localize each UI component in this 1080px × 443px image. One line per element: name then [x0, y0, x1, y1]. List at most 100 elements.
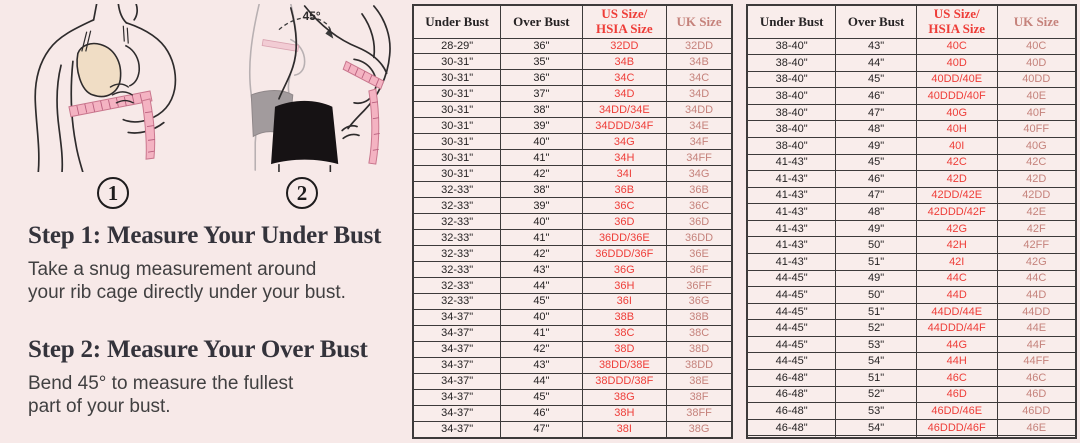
size-row: 38-40" 43" 40C 40C — [746, 37, 1077, 56]
size-row: 41-43" 51" 42I 42G — [746, 253, 1077, 271]
size-row: 30-31" 36" 34C 34C — [412, 69, 733, 87]
size-cell: 42I — [915, 253, 998, 271]
size-cell: 34G — [666, 165, 733, 183]
size-cell: 40C — [915, 37, 998, 56]
size-cell: 44-45" — [746, 286, 837, 304]
size-row: 38-40" 45" 40DD/40E 40DD — [746, 70, 1077, 89]
size-cell: 38-40" — [746, 54, 837, 72]
size-cell: 38B — [666, 308, 733, 326]
size-cell: 40G — [996, 136, 1077, 155]
size-cell: 34FF — [666, 149, 733, 167]
size-cell: 46-48" — [746, 369, 837, 387]
size-cell: 44F — [996, 335, 1077, 354]
size-cell: 34-37" — [412, 308, 502, 326]
size-cell: 36G — [581, 261, 668, 279]
ghost-tape — [261, 39, 300, 52]
size-cell: 40I — [915, 136, 998, 155]
size-cell: 34-37" — [412, 372, 502, 390]
size-cell: 38H — [581, 404, 668, 422]
size-row: 34-37" 42" 38D 38D — [412, 340, 733, 358]
size-cell: 50" — [835, 236, 917, 255]
size-cell: 38-40" — [746, 87, 837, 105]
size-cell: 36FF — [666, 277, 733, 294]
size-cell: 38-40" — [746, 70, 837, 89]
step1-heading: Step 1: Measure Your Under Bust — [28, 222, 382, 249]
size-chart-table: Under Bust Over Bust US Size/HSIA Size UK S… — [412, 4, 733, 439]
size-row: 44-45" 53" 44G 44F — [746, 335, 1077, 354]
size-cell: 32-33" — [412, 181, 502, 199]
size-cell: 34C — [581, 69, 668, 87]
size-cell: 46-48" — [746, 385, 837, 404]
size-cell: 36D — [666, 213, 733, 231]
size-row: 41-43" 48" 42DDD/42F 42E — [746, 203, 1077, 221]
size-cell — [746, 435, 837, 439]
size-cell: 34DD/34E — [581, 101, 668, 119]
size-cell: 32DD — [581, 37, 668, 55]
size-cell: 44FF — [996, 352, 1077, 371]
size-cell: 46DD/46E — [915, 402, 998, 420]
size-row: 30-31" 39" 34DDD/34F 34E — [412, 117, 733, 135]
size-cell: 38C — [581, 324, 668, 342]
size-cell: 40DDD/40F — [915, 87, 998, 105]
size-cell: 34B — [666, 53, 733, 71]
size-cell: 44G — [915, 335, 998, 354]
size-row: 34-37" 44" 38DDD/38F 38E — [412, 372, 733, 390]
size-cell: 30-31" — [412, 149, 502, 167]
size-cell: 41-43" — [746, 170, 837, 188]
size-cell: 43" — [500, 356, 583, 374]
size-cell: 47" — [500, 420, 583, 439]
size-cell: 38C — [666, 324, 733, 342]
column-header: UK Size — [996, 4, 1077, 39]
size-cell: 47" — [835, 186, 917, 205]
size-row: 32-33" 39" 36C 36C — [412, 197, 733, 215]
column-header: Over Bust — [835, 4, 917, 39]
size-cell: 37" — [500, 85, 583, 103]
column-header: UK Size — [666, 4, 733, 39]
size-cell: 32DD — [666, 37, 733, 55]
size-cell: 44-45" — [746, 302, 837, 321]
size-cell: 40D — [996, 54, 1077, 72]
size-cell: 44-45" — [746, 319, 837, 337]
size-cell: 42DD/42E — [915, 186, 998, 205]
size-cell: 30-31" — [412, 53, 502, 71]
size-cell: 42" — [500, 165, 583, 183]
size-cell: 40DD — [996, 70, 1077, 89]
size-row: 41-43" 50" 42H 42FF — [746, 236, 1077, 255]
size-cell: 41-43" — [746, 153, 837, 172]
size-cell: 42FF — [996, 236, 1077, 255]
size-cell: 42G — [996, 253, 1077, 271]
size-cell: 32-33" — [412, 229, 502, 247]
size-cell: 40F — [996, 103, 1077, 122]
size-row — [746, 435, 1077, 439]
size-cell: 40" — [500, 308, 583, 326]
column-header: US Size/HSIA Size — [581, 4, 668, 39]
size-cell: 41-43" — [746, 253, 837, 271]
size-cell: 38F — [666, 388, 733, 406]
size-row: 41-43" 45" 42C 42C — [746, 153, 1077, 172]
size-cell: 42DD — [996, 186, 1077, 205]
size-cell: 34G — [581, 133, 668, 151]
size-cell: 43" — [835, 37, 917, 56]
size-cell: 41" — [500, 324, 583, 342]
size-cell: 50" — [835, 286, 917, 304]
figure-1-badge: 1 — [97, 177, 129, 209]
size-cell: 40D — [915, 54, 998, 72]
size-cell: 46C — [996, 369, 1077, 387]
column-header: Over Bust — [500, 4, 583, 39]
size-cell: 44" — [500, 372, 583, 390]
size-cell: 36H — [581, 277, 668, 294]
figure-2-number: 2 — [296, 180, 308, 205]
size-cell: 42D — [996, 170, 1077, 188]
size-cell: 30-31" — [412, 85, 502, 103]
size-cell: 45" — [835, 70, 917, 89]
size-cell: 36C — [666, 197, 733, 215]
size-cell: 36E — [666, 245, 733, 263]
size-row: 46-48" 53" 46DD/46E 46DD — [746, 402, 1077, 420]
step2-description: Bend 45° to measure the fullest part of … — [28, 373, 294, 418]
size-cell: 42" — [500, 245, 583, 263]
size-cell: 51" — [835, 369, 917, 387]
size-cell: 38FF — [666, 404, 733, 422]
size-cell: 53" — [835, 402, 917, 420]
size-cell: 36" — [500, 69, 583, 87]
